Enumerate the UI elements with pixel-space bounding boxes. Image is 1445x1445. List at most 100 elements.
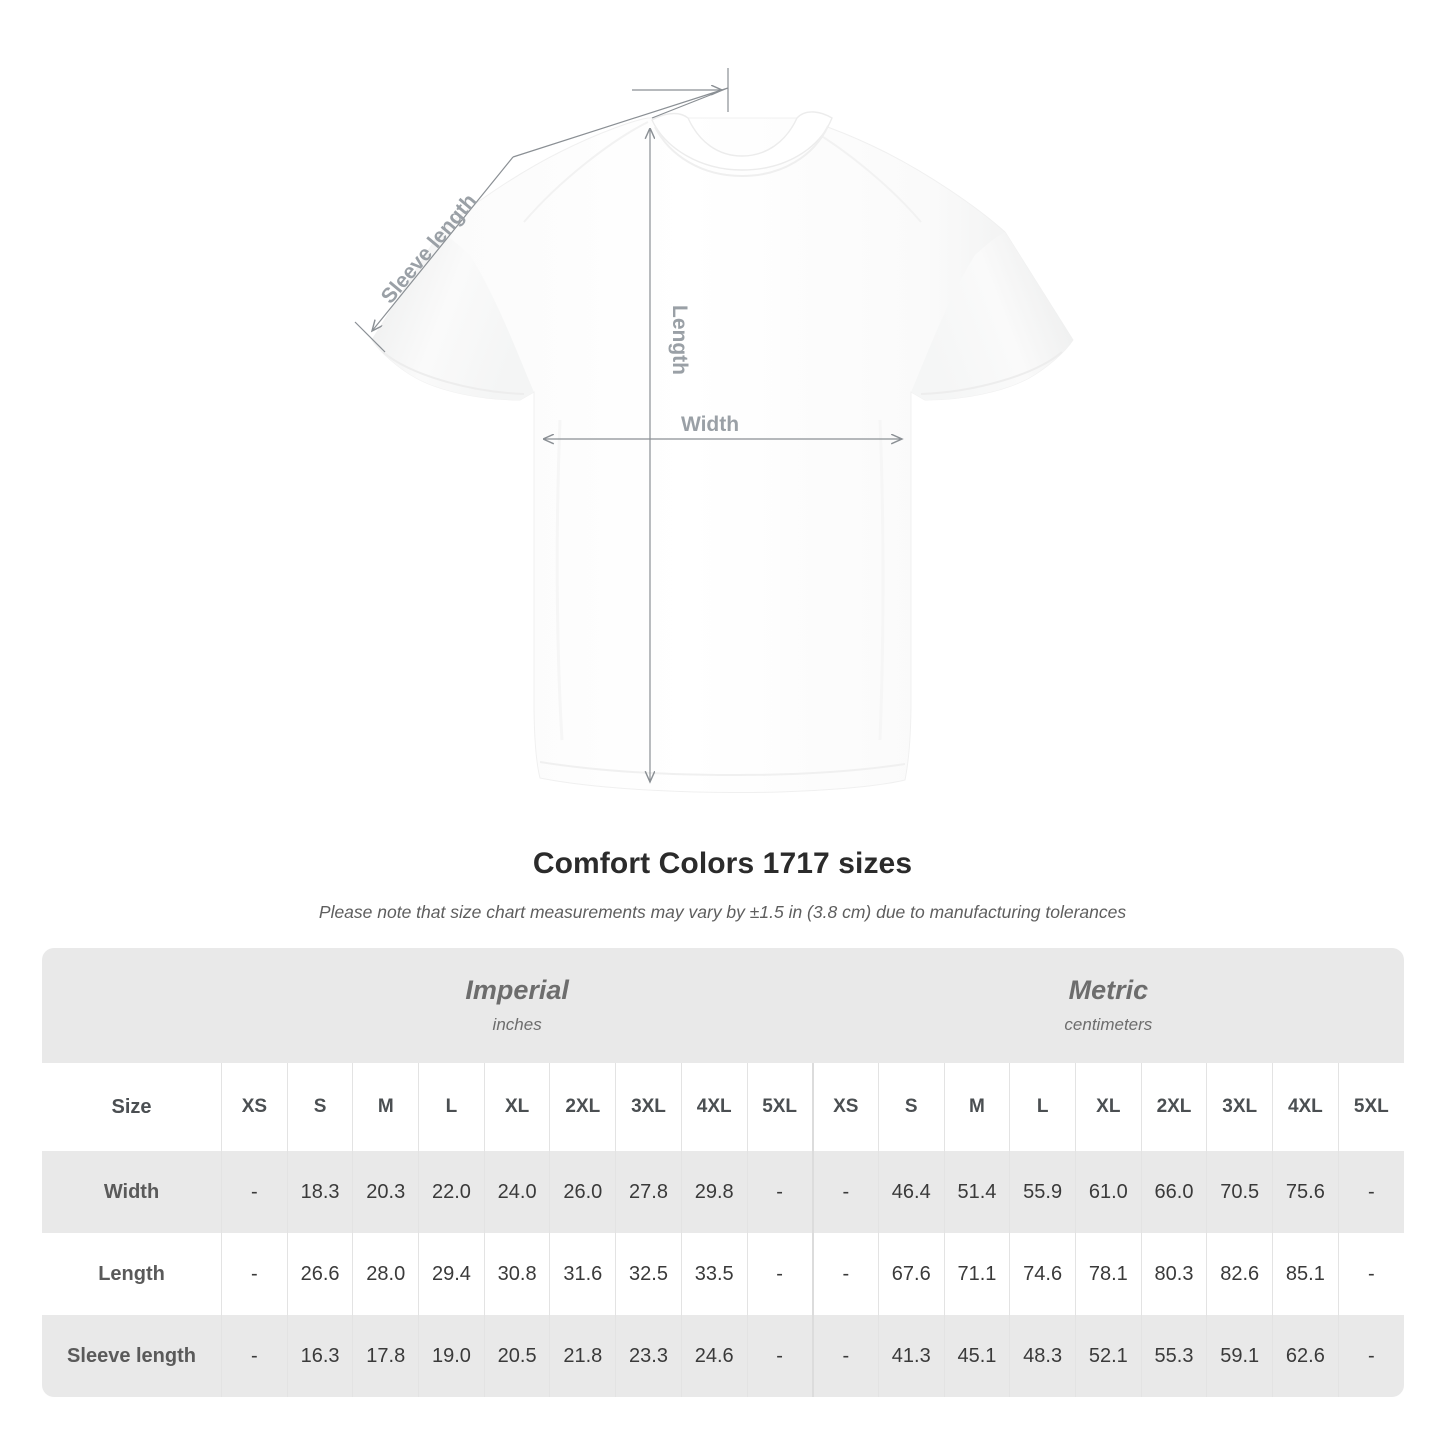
cell-sleeve-metric-s: 41.3	[877, 1315, 945, 1397]
cell-length-imperial-m: 28.0	[352, 1233, 419, 1315]
cell-length-imperial-5xl: -	[746, 1233, 813, 1315]
size-table: Imperial inches Metric centimeters Size …	[42, 948, 1404, 1397]
size-header-label: Size	[42, 1063, 222, 1151]
cell-width-metric-xl: 61.0	[1074, 1151, 1142, 1233]
cell-length-imperial-4xl: 33.5	[680, 1233, 748, 1315]
cell-length-imperial-xs: -	[221, 1233, 288, 1315]
shirt-body-shape	[371, 117, 1074, 793]
cell-sleeve-metric-5xl: -	[1337, 1315, 1404, 1397]
cell-sleeve-imperial-2xl: 21.8	[549, 1315, 616, 1397]
unit-metric-cell: Metric centimeters	[812, 948, 1404, 1063]
cell-length-metric-xl: 78.1	[1074, 1233, 1142, 1315]
cell-width-metric-s: 46.4	[877, 1151, 945, 1233]
cell-width-imperial-5xl: -	[746, 1151, 813, 1233]
cell-width-imperial-s: 18.3	[286, 1151, 353, 1233]
shirt-collar	[651, 111, 833, 178]
cell-width-metric-4xl: 75.6	[1272, 1151, 1339, 1233]
cell-sleeve-imperial-l: 19.0	[418, 1315, 485, 1397]
cell-length-metric-l: 74.6	[1009, 1233, 1076, 1315]
cell-width-imperial-m: 20.3	[352, 1151, 419, 1233]
cell-width-metric-l: 55.9	[1009, 1151, 1076, 1233]
size-header-metric-xs: XS	[811, 1063, 879, 1151]
size-header-imperial-2xl: 2XL	[549, 1063, 616, 1151]
size-header-metric-s: S	[877, 1063, 945, 1151]
cell-width-metric-3xl: 70.5	[1206, 1151, 1273, 1233]
cell-length-imperial-s: 26.6	[286, 1233, 353, 1315]
cell-sleeve-imperial-s: 16.3	[286, 1315, 353, 1397]
tshirt-illustration: Sleeve length Length Width	[354, 68, 1074, 793]
sleeve-length-arrow	[354, 156, 514, 353]
cell-sleeve-imperial-m: 17.8	[352, 1315, 419, 1397]
unit-metric-name: Metric	[1068, 975, 1149, 1006]
size-header-row: Size XS S M L XL 2XL 3XL 4XL 5XL XS S M …	[42, 1063, 1404, 1151]
length-label: Length	[668, 305, 691, 375]
cell-width-imperial-3xl: 27.8	[615, 1151, 682, 1233]
cell-width-imperial-2xl: 26.0	[549, 1151, 616, 1233]
unit-metric-sub: centimeters	[1064, 1015, 1153, 1034]
size-header-metric-2xl: 2XL	[1140, 1063, 1207, 1151]
table-row: Width - 18.3 20.3 22.0 24.0 26.0 27.8 29…	[42, 1151, 1404, 1233]
unit-banner-row: Imperial inches Metric centimeters	[42, 948, 1404, 1063]
unit-imperial-name: Imperial	[465, 975, 569, 1006]
table-row: Length - 26.6 28.0 29.4 30.8 31.6 32.5 3…	[42, 1233, 1404, 1315]
unit-banner-spacer	[42, 948, 222, 1063]
cell-sleeve-imperial-5xl: -	[746, 1315, 813, 1397]
cell-width-imperial-xl: 24.0	[483, 1151, 550, 1233]
size-header-imperial-s: S	[286, 1063, 353, 1151]
heading-block: Comfort Colors 1717 sizes Please note th…	[0, 845, 1445, 923]
cell-length-metric-s: 67.6	[877, 1233, 945, 1315]
cell-length-imperial-xl: 30.8	[483, 1233, 550, 1315]
size-header-imperial-xl: XL	[483, 1063, 550, 1151]
size-table-container: Imperial inches Metric centimeters Size …	[42, 948, 1404, 1397]
cell-length-metric-3xl: 82.6	[1206, 1233, 1273, 1315]
cell-length-metric-4xl: 85.1	[1272, 1233, 1339, 1315]
row-label-width: Width	[42, 1151, 222, 1233]
cell-width-imperial-l: 22.0	[418, 1151, 485, 1233]
cell-sleeve-metric-4xl: 62.6	[1272, 1315, 1339, 1397]
cell-width-imperial-xs: -	[221, 1151, 288, 1233]
cell-sleeve-metric-m: 45.1	[943, 1315, 1010, 1397]
cell-sleeve-imperial-xs: -	[221, 1315, 288, 1397]
cell-width-imperial-4xl: 29.8	[680, 1151, 748, 1233]
cell-length-metric-m: 71.1	[943, 1233, 1010, 1315]
page-title: Comfort Colors 1717 sizes	[532, 847, 913, 880]
size-header-imperial-m: M	[352, 1063, 419, 1151]
cell-length-imperial-l: 29.4	[418, 1233, 485, 1315]
cell-length-imperial-2xl: 31.6	[549, 1233, 616, 1315]
cell-length-metric-2xl: 80.3	[1140, 1233, 1207, 1315]
table-row: Sleeve length - 16.3 17.8 19.0 20.5 21.8…	[42, 1315, 1404, 1397]
size-header-metric-4xl: 4XL	[1272, 1063, 1339, 1151]
tolerance-note: Please note that size chart measurements…	[318, 901, 1127, 922]
cell-sleeve-imperial-4xl: 24.6	[680, 1315, 748, 1397]
cell-sleeve-metric-2xl: 55.3	[1140, 1315, 1207, 1397]
cell-length-metric-xs: -	[811, 1233, 879, 1315]
unit-imperial-sub: inches	[492, 1015, 542, 1034]
cell-width-metric-2xl: 66.0	[1140, 1151, 1207, 1233]
cell-length-metric-5xl: -	[1337, 1233, 1404, 1315]
width-label: Width	[681, 413, 739, 436]
cell-sleeve-metric-l: 48.3	[1009, 1315, 1076, 1397]
shirt-right-sleeve	[911, 232, 1073, 400]
cell-length-imperial-3xl: 32.5	[615, 1233, 682, 1315]
size-header-imperial-xs: XS	[221, 1063, 288, 1151]
cell-sleeve-imperial-xl: 20.5	[483, 1315, 550, 1397]
size-header-imperial-l: L	[418, 1063, 485, 1151]
size-header-imperial-4xl: 4XL	[680, 1063, 748, 1151]
size-header-metric-l: L	[1009, 1063, 1076, 1151]
row-label-length: Length	[42, 1233, 222, 1315]
shirt-left-sleeve	[372, 232, 534, 400]
row-label-sleeve-length: Sleeve length	[42, 1315, 222, 1397]
size-header-metric-xl: XL	[1074, 1063, 1142, 1151]
cell-sleeve-metric-xl: 52.1	[1074, 1315, 1142, 1397]
size-header-imperial-5xl: 5XL	[746, 1063, 813, 1151]
cell-sleeve-metric-3xl: 59.1	[1206, 1315, 1273, 1397]
cell-sleeve-imperial-3xl: 23.3	[615, 1315, 682, 1397]
size-header-metric-5xl: 5XL	[1337, 1063, 1404, 1151]
cell-width-metric-m: 51.4	[943, 1151, 1010, 1233]
cell-width-metric-5xl: -	[1337, 1151, 1404, 1233]
size-header-imperial-3xl: 3XL	[615, 1063, 682, 1151]
cell-sleeve-metric-xs: -	[811, 1315, 879, 1397]
cell-width-metric-xs: -	[811, 1151, 879, 1233]
size-header-metric-3xl: 3XL	[1206, 1063, 1273, 1151]
size-header-metric-m: M	[943, 1063, 1010, 1151]
